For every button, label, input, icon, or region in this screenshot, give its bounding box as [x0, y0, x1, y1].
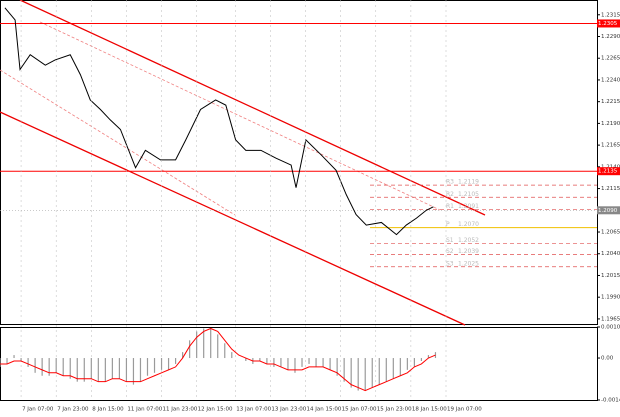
channel-mid [39, 21, 441, 211]
y-tick-label: -0.00142 [601, 398, 620, 404]
pivot-value: 1.2025 [458, 260, 479, 267]
pivot-value: 1.2070 [458, 221, 479, 228]
price-panel [0, 0, 598, 325]
pivot-value: 1.2039 [458, 248, 479, 255]
y-tick-label: 0.00 [601, 356, 614, 362]
y-tick-label: 1.1965 [601, 316, 620, 322]
y-tick-label: 1.2240 [601, 77, 620, 83]
x-tick-label: 13 Jan 23:00 [271, 407, 306, 413]
macd-panel [0, 327, 598, 401]
channel-mid [0, 69, 236, 216]
y-tick-label: 1.2215 [601, 99, 620, 105]
x-tick-label: 11 Jan 23:00 [163, 407, 198, 413]
price-line [4, 7, 434, 236]
y-tick-label: 1.2265 [601, 56, 620, 62]
x-tick-label: 13 Jan 07:00 [236, 407, 271, 413]
pivot-value: 1.2119 [458, 179, 479, 186]
pivot-name: S2 [446, 248, 454, 255]
y-tick-label: 1.2190 [601, 121, 620, 127]
y-tick-label: 1.2115 [601, 186, 620, 192]
x-tick-label: 14 Jan 15:00 [307, 407, 342, 413]
y-tick-label: 1.2290 [601, 34, 620, 40]
pivot-name: S1 [446, 237, 454, 244]
x-tick-label: 7 Jan 07:00 [22, 407, 54, 413]
y-tick-label: 1.2165 [601, 143, 620, 149]
x-tick-label: 7 Jan 23:00 [57, 407, 89, 413]
last-price-bg [597, 206, 620, 215]
level-label-bg [597, 19, 620, 28]
pivot-name: R3 [446, 179, 454, 186]
x-tick-label: 8 Jan 15:00 [92, 407, 124, 413]
level-label: 1.2135 [598, 169, 618, 175]
pivot-name: P [446, 221, 450, 228]
pivot-name: S3 [446, 260, 454, 267]
y-tick-label: 1.2315 [601, 12, 620, 18]
x-tick-label: 11 Jan 07:00 [127, 407, 162, 413]
x-tick-label: 12 Jan 15:00 [198, 407, 233, 413]
x-tick-label: 15 Jan 23:00 [377, 407, 412, 413]
last-price-label: 1.2090 [598, 208, 618, 214]
x-tick-label: 15 Jan 07:00 [342, 407, 377, 413]
pivot-name: R1 [446, 203, 454, 210]
y-tick-label: 1.2015 [601, 273, 620, 279]
x-tick-label: 18 Jan 15:00 [412, 407, 447, 413]
y-tick-label: 0.00105 [601, 325, 620, 331]
y-tick-label: 1.2040 [601, 251, 620, 257]
pivot-value: 1.2052 [458, 237, 479, 244]
level-label-bg [597, 167, 620, 176]
x-tick-label: 19 Jan 07:00 [447, 407, 482, 413]
y-tick-label: 1.1990 [601, 295, 620, 301]
pivot-value: 1.2091 [458, 203, 479, 210]
channel-lower [0, 111, 466, 326]
pivot-name: R2 [446, 191, 454, 198]
channel-upper [19, 0, 486, 216]
signal-line [0, 327, 436, 392]
level-label: 1.2305 [598, 21, 618, 27]
pivot-value: 1.2105 [458, 191, 479, 198]
y-tick-label: 1.2065 [601, 230, 620, 236]
